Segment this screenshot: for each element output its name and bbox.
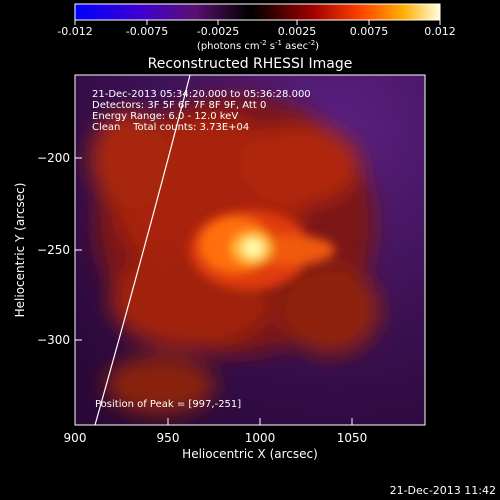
solar-limb — [94, 75, 191, 425]
x-axis-label: Heliocentric X (arcsec) — [182, 447, 318, 461]
x-tick-label: 950 — [157, 431, 180, 445]
colorbar-tick: -0.0075 — [126, 25, 168, 38]
image-annotations: 21-Dec-2013 05:34:20.000 to 05:36:28.000… — [92, 89, 311, 410]
colorbar-tick: 0.012 — [424, 25, 456, 38]
annotation-counts: Clean Total counts: 3.73E+04 — [92, 122, 249, 133]
annotation-time: 21-Dec-2013 05:34:20.000 to 05:36:28.000 — [92, 89, 311, 100]
peak-position: Position of Peak = [997,-251] — [95, 399, 241, 410]
colorbar-units: (photons cm-2 s-1 asec-2) — [197, 39, 319, 52]
x-tick-label: 1000 — [245, 431, 276, 445]
axis-ticks — [74, 157, 353, 425]
colorbar-tick: -0.012 — [57, 25, 92, 38]
x-tick-label: 900 — [64, 431, 87, 445]
colorbar-tick: -0.0025 — [197, 25, 239, 38]
y-tick-label: −200 — [37, 151, 70, 165]
annotation-detectors: Detectors: 3F 5F 6F 7F 8F 9F, Att 0 — [92, 100, 266, 111]
annotation-energy: Energy Range: 6.0 - 12.0 keV — [92, 111, 238, 122]
colorbar: -0.012 -0.0075 -0.0025 0.0025 0.0075 0.0… — [57, 3, 456, 52]
y-axis-label: Heliocentric Y (arcsec) — [13, 183, 27, 318]
plot-title: Reconstructed RHESSI Image — [148, 56, 353, 72]
x-tick-label: 1050 — [337, 431, 368, 445]
footer-timestamp: 21-Dec-2013 11:42 — [390, 484, 496, 497]
rhessi-image — [75, 75, 425, 425]
colorbar-tick: 0.0025 — [278, 25, 317, 38]
colorbar-tick: 0.0075 — [350, 25, 389, 38]
y-tick-label: −250 — [37, 243, 70, 257]
y-tick-label: −300 — [37, 333, 70, 347]
